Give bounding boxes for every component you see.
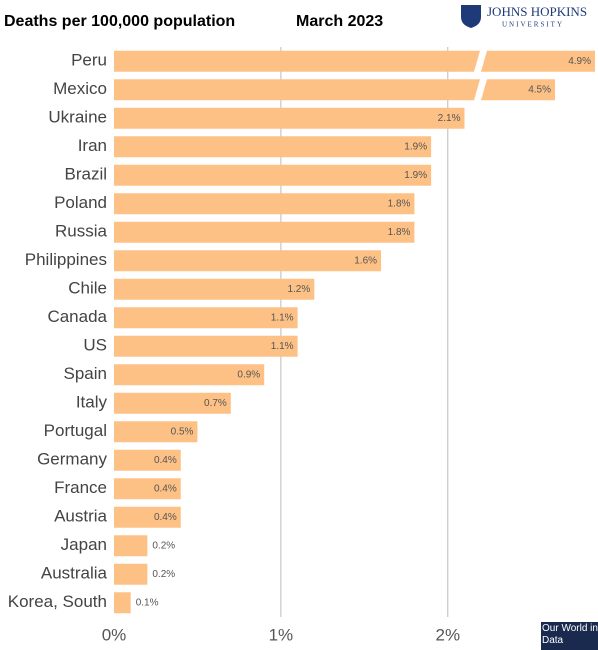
value-label: 2.1% xyxy=(438,113,461,124)
category-label: Philippines xyxy=(25,250,107,269)
value-label: 0.4% xyxy=(154,483,177,494)
value-label: 1.1% xyxy=(271,312,294,323)
bar xyxy=(114,221,415,243)
bar xyxy=(114,563,148,585)
category-label: Japan xyxy=(61,535,107,554)
value-label: 1.8% xyxy=(388,198,411,209)
x-tick-label: 0% xyxy=(102,625,127,644)
category-label: Chile xyxy=(68,279,107,298)
category-label: Iran xyxy=(78,136,107,155)
category-label: Russia xyxy=(55,222,108,241)
bar xyxy=(114,193,415,215)
category-label: Spain xyxy=(64,364,107,383)
value-label: 4.5% xyxy=(528,84,551,95)
value-label: 0.7% xyxy=(204,398,227,409)
bar xyxy=(114,506,181,528)
logo-sub: UNIVERSITY xyxy=(502,21,564,29)
category-label: Brazil xyxy=(64,165,107,184)
bar xyxy=(114,250,382,272)
category-label: Peru xyxy=(71,51,107,70)
category-label: Ukraine xyxy=(48,108,107,127)
value-label: 0.4% xyxy=(154,455,177,466)
category-label: Mexico xyxy=(53,79,107,98)
category-label: Korea, South xyxy=(8,592,107,611)
category-label: France xyxy=(54,478,107,497)
bar xyxy=(114,392,231,414)
category-label: Portugal xyxy=(44,421,107,440)
chart-subtitle: March 2023 xyxy=(296,13,383,30)
value-label: 4.9% xyxy=(568,56,591,67)
source-wrap: Our World in Data xyxy=(542,623,598,646)
category-label: Germany xyxy=(37,450,107,469)
bar xyxy=(114,535,148,557)
bar xyxy=(114,50,595,72)
category-label: Italy xyxy=(76,393,108,412)
bar xyxy=(114,421,198,443)
bar xyxy=(114,449,181,471)
bar xyxy=(114,136,432,158)
value-label: 1.9% xyxy=(404,170,427,181)
value-label: 0.1% xyxy=(136,597,159,608)
logo: JOHNS HOPKINS UNIVERSITY xyxy=(461,4,587,29)
bar xyxy=(114,592,131,614)
bar xyxy=(114,364,265,386)
value-label: 1.1% xyxy=(271,341,294,352)
x-tick-label: 1% xyxy=(269,625,294,644)
bar xyxy=(114,478,181,500)
value-label: 0.4% xyxy=(154,512,177,523)
bar xyxy=(114,335,298,357)
bar xyxy=(114,79,555,101)
value-label: 0.2% xyxy=(152,569,175,580)
value-label: 1.6% xyxy=(354,255,377,266)
value-label: 1.2% xyxy=(287,284,310,295)
category-label: Canada xyxy=(47,307,107,326)
value-label: 0.5% xyxy=(171,426,194,437)
source-box xyxy=(541,622,598,650)
chart-title: Deaths per 100,000 population xyxy=(4,13,235,30)
value-label: 1.9% xyxy=(404,141,427,152)
bar xyxy=(114,107,465,129)
value-label: 0.2% xyxy=(152,540,175,551)
category-label: Australia xyxy=(41,564,108,583)
bar xyxy=(114,278,315,300)
bar xyxy=(114,307,298,329)
source: Our World in Data xyxy=(542,623,598,646)
category-label: US xyxy=(83,336,107,355)
logo-shield xyxy=(461,5,481,28)
category-label: Austria xyxy=(54,507,107,526)
value-label: 0.9% xyxy=(237,369,260,380)
category-label: Poland xyxy=(54,193,107,212)
bar xyxy=(114,164,432,186)
logo-name: JOHNS HOPKINS xyxy=(487,4,587,19)
x-tick-label: 2% xyxy=(436,625,461,644)
value-label: 1.8% xyxy=(388,227,411,238)
